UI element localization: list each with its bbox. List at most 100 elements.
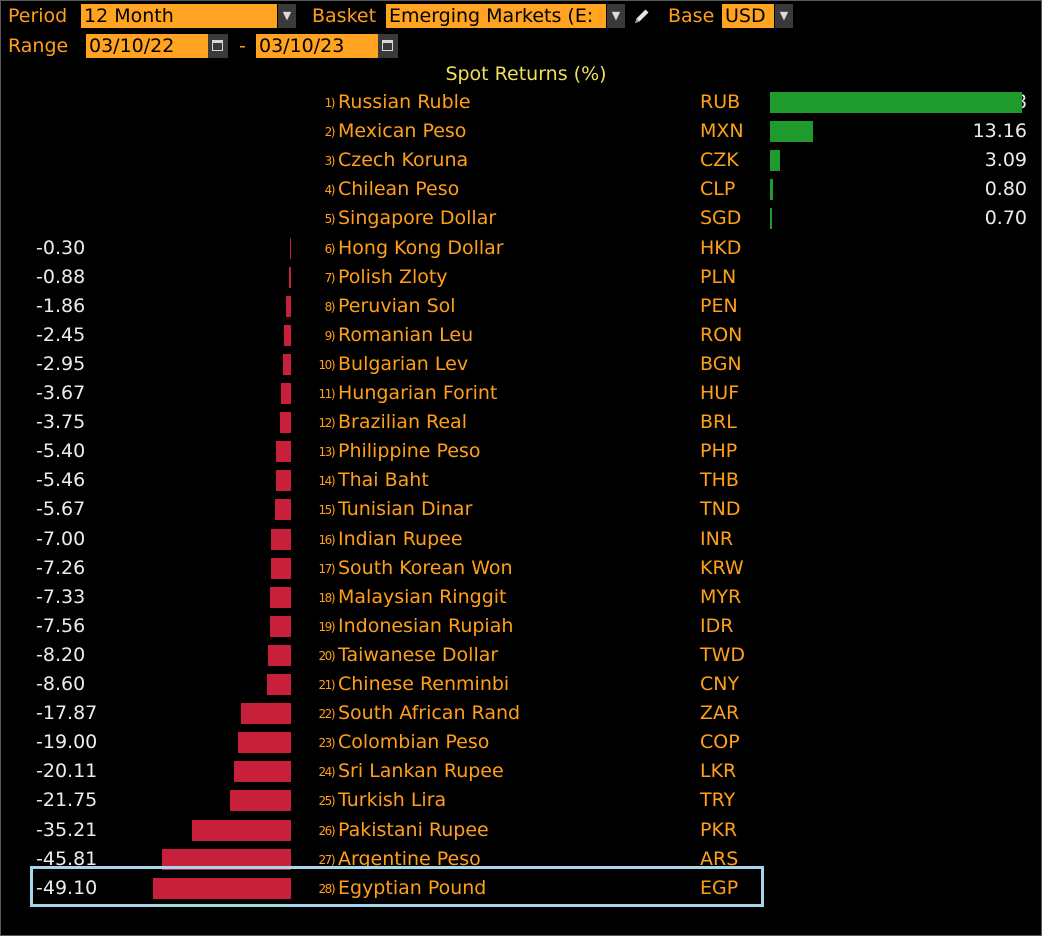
currency-row-thb[interactable]: 14) Thai Baht THB -5.46 <box>0 466 1042 495</box>
currency-row-inr[interactable]: 16) Indian Rupee INR -7.00 <box>0 525 1042 554</box>
currency-name[interactable]: Hungarian Forint <box>338 382 498 404</box>
currency-row-sgd[interactable]: 5) Singapore Dollar SGD 0.70 <box>0 204 1042 233</box>
currency-name[interactable]: South Korean Won <box>338 557 513 579</box>
currency-name[interactable]: Peruvian Sol <box>338 295 456 317</box>
currency-code: INR <box>700 528 734 550</box>
pencil-icon[interactable] <box>632 6 652 26</box>
range-end-calendar-icon[interactable] <box>378 34 398 58</box>
currency-row-ars[interactable]: 27) Argentine Peso ARS -45.81 <box>0 845 1042 874</box>
rank-number: 6) <box>324 242 336 256</box>
return-value-label: -2.45 <box>36 324 86 346</box>
negative-return-bar <box>270 587 291 608</box>
currency-row-rub[interactable]: 1)Russian RubleRUB76.28 <box>0 88 1042 117</box>
currency-code: HUF <box>700 382 740 404</box>
currency-name[interactable]: Philippine Peso <box>338 440 481 462</box>
currency-name[interactable]: Romanian Leu <box>338 324 474 346</box>
rank-number: 11) <box>318 387 336 401</box>
currency-row-tnd[interactable]: 15) Tunisian Dinar TND -5.67 <box>0 495 1042 524</box>
base-dropdown-chevron-down-icon[interactable]: ▼ <box>774 4 793 28</box>
period-dropdown-chevron-down-icon[interactable]: ▼ <box>277 4 296 28</box>
range-separator: - <box>239 35 246 57</box>
currency-code: BGN <box>700 353 742 375</box>
currency-row-pkr[interactable]: 26) Pakistani Rupee PKR -35.21 <box>0 816 1042 845</box>
currency-row-czk[interactable]: 3) Czech Koruna CZK 3.09 <box>0 146 1042 175</box>
negative-return-bar <box>153 878 291 899</box>
currency-name[interactable]: Czech Koruna <box>338 149 469 171</box>
currency-name[interactable]: Hong Kong Dollar <box>338 237 504 259</box>
negative-return-bar <box>267 645 291 666</box>
currency-code: HKD <box>700 237 742 259</box>
currency-row-php[interactable]: 13) Philippine Peso PHP -5.40 <box>0 437 1042 466</box>
positive-return-bar <box>770 121 814 142</box>
rank-number: 27) <box>318 853 336 867</box>
negative-return-bar <box>269 616 291 637</box>
currency-row-clp[interactable]: 4) Chilean Peso CLP 0.80 <box>0 175 1042 204</box>
currency-row-hkd[interactable]: 6) Hong Kong Dollar HKD -0.30 <box>0 234 1042 263</box>
currency-row-twd[interactable]: 20) Taiwanese Dollar TWD -8.20 <box>0 641 1042 670</box>
rank-number: 23) <box>318 736 336 750</box>
range-start-date-field[interactable]: 03/10/22 <box>86 34 208 58</box>
currency-name[interactable]: Taiwanese Dollar <box>338 644 499 666</box>
currency-row-lkr[interactable]: 24) Sri Lankan Rupee LKR -20.11 <box>0 757 1042 786</box>
negative-return-bar <box>275 499 291 520</box>
currency-row-pen[interactable]: 8) Peruvian Sol PEN -1.86 <box>0 292 1042 321</box>
currency-name[interactable]: South African Rand <box>338 702 521 724</box>
currency-row-ron[interactable]: 9) Romanian Leu RON -2.45 <box>0 321 1042 350</box>
rank-number: 16) <box>318 533 336 547</box>
currency-name[interactable]: Indian Rupee <box>338 528 463 550</box>
currency-name[interactable]: Bulgarian Lev <box>338 353 469 375</box>
currency-row-idr[interactable]: 19) Indonesian Rupiah IDR -7.56 <box>0 612 1042 641</box>
return-value-label: -7.56 <box>36 615 86 637</box>
currency-code: PKR <box>700 819 738 841</box>
base-currency-field[interactable]: USD <box>722 4 774 28</box>
currency-row-huf[interactable]: 11) Hungarian Forint HUF -3.67 <box>0 379 1042 408</box>
currency-code: PHP <box>700 440 738 462</box>
currency-name[interactable]: Russian Ruble <box>338 91 471 113</box>
currency-code: THB <box>700 469 739 491</box>
currency-row-egp[interactable]: 28) Egyptian Pound EGP -49.10 <box>0 874 1042 903</box>
currency-row-bgn[interactable]: 10) Bulgarian Lev BGN -2.95 <box>0 350 1042 379</box>
currency-name[interactable]: Thai Baht <box>338 469 429 491</box>
rank-number: 25) <box>318 794 336 808</box>
currency-row-myr[interactable]: 18) Malaysian Ringgit MYR -7.33 <box>0 583 1042 612</box>
rank-number: 3) <box>324 154 336 168</box>
range-start-calendar-icon[interactable] <box>208 34 228 58</box>
currency-row-cop[interactable]: 23) Colombian Peso COP -19.00 <box>0 728 1042 757</box>
range-end-date-field[interactable]: 03/10/23 <box>256 34 378 58</box>
currency-name[interactable]: Indonesian Rupiah <box>338 615 514 637</box>
currency-name[interactable]: Tunisian Dinar <box>338 498 473 520</box>
currency-code: ARS <box>700 848 739 870</box>
currency-row-krw[interactable]: 17) South Korean Won KRW -7.26 <box>0 554 1042 583</box>
negative-return-bar <box>237 732 291 753</box>
currency-name[interactable]: Brazilian Real <box>338 411 467 433</box>
positive-return-bar <box>770 179 773 200</box>
currency-name[interactable]: Colombian Peso <box>338 731 490 753</box>
rank-number: 17) <box>318 562 336 576</box>
currency-name[interactable]: Singapore Dollar <box>338 207 497 229</box>
currency-name[interactable]: Pakistani Rupee <box>338 819 489 841</box>
currency-row-pln[interactable]: 7) Polish Zloty PLN -0.88 <box>0 263 1042 292</box>
currency-name[interactable]: Chinese Renminbi <box>338 673 510 695</box>
return-value-label: -5.40 <box>36 440 86 462</box>
currency-name[interactable]: Turkish Lira <box>338 789 447 811</box>
currency-code: CLP <box>700 178 736 200</box>
currency-row-try[interactable]: 25) Turkish Lira TRY -21.75 <box>0 786 1042 815</box>
negative-return-bar <box>240 703 291 724</box>
currency-row-zar[interactable]: 22) South African Rand ZAR -17.87 <box>0 699 1042 728</box>
basket-field[interactable]: Emerging Markets (E: <box>386 4 606 28</box>
currency-row-brl[interactable]: 12) Brazilian Real BRL -3.75 <box>0 408 1042 437</box>
currency-name[interactable]: Polish Zloty <box>338 266 448 288</box>
currency-row-mxn[interactable]: 2) Mexican Peso MXN 13.16 <box>0 117 1042 146</box>
currency-name[interactable]: Argentine Peso <box>338 848 481 870</box>
currency-name[interactable]: Chilean Peso <box>338 178 460 200</box>
currency-name[interactable]: Sri Lankan Rupee <box>338 760 504 782</box>
currency-name[interactable]: Egyptian Pound <box>338 877 487 899</box>
currency-code: PEN <box>700 295 738 317</box>
rank-number: 8) <box>324 300 336 314</box>
currency-name[interactable]: Mexican Peso <box>338 120 467 142</box>
period-field[interactable]: 12 Month <box>81 4 277 28</box>
currency-row-cny[interactable]: 21) Chinese Renminbi CNY -8.60 <box>0 670 1042 699</box>
period-label: Period <box>8 5 68 27</box>
basket-dropdown-chevron-down-icon[interactable]: ▼ <box>606 4 625 28</box>
currency-name[interactable]: Malaysian Ringgit <box>338 586 507 608</box>
